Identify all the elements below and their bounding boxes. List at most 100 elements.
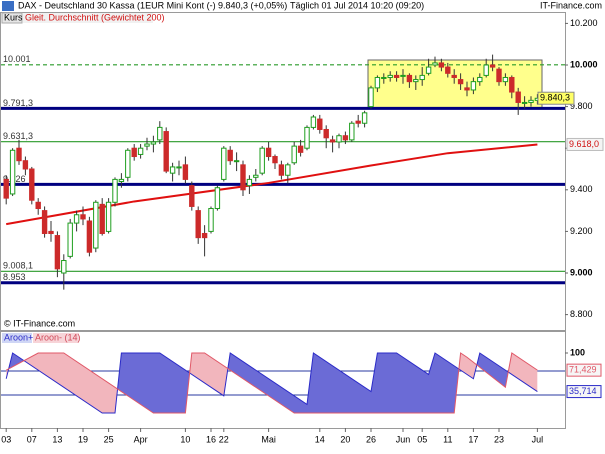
candle-body: [131, 147, 137, 158]
candle-body: [195, 210, 201, 239]
legend-badge: [23, 13, 153, 23]
candle-body: [496, 68, 502, 83]
candle-body: [317, 118, 323, 130]
candle-body: [457, 79, 464, 85]
candle-body: [509, 76, 515, 93]
x-tick-label: Jul: [532, 434, 544, 444]
candle-body: [528, 99, 534, 103]
candle-body: [368, 87, 374, 108]
candle-body: [265, 147, 272, 158]
candle-body: [477, 76, 483, 83]
x-tick-label: 05: [417, 434, 427, 444]
candle-body: [227, 149, 233, 162]
aroon-value-label: 35,714: [569, 386, 597, 396]
moving-average-line: [6, 143, 538, 226]
candle-body: [169, 166, 176, 174]
x-tick-label: 03: [1, 434, 11, 444]
header-source: IT-Finance.com: [540, 0, 602, 10]
candle-body: [304, 126, 310, 149]
candle-body: [413, 79, 419, 83]
candle-body: [201, 232, 208, 239]
y-tick-label: 8.800: [570, 309, 593, 319]
candle-body: [253, 174, 259, 178]
candle-body: [400, 74, 406, 77]
y-tick-label: 9.400: [570, 184, 593, 194]
candle-body: [29, 168, 35, 201]
candle-body: [125, 149, 131, 178]
level-label: 10.001: [3, 54, 31, 64]
candle-body: [150, 141, 157, 145]
candle-body: [144, 143, 150, 147]
candle-body: [419, 74, 425, 81]
candle-body: [470, 81, 477, 91]
candle-body: [355, 120, 361, 124]
header-interval: Täglich 01 Jul 2014 10:20 (09:20): [290, 0, 424, 10]
aroon-panel: [0, 331, 566, 429]
y-tick-label: 9.200: [570, 226, 593, 236]
last-price-box: [537, 91, 575, 105]
candle-body: [16, 147, 22, 162]
candle-body: [86, 220, 93, 253]
y-tick-label: 100: [570, 347, 585, 357]
candle-body: [464, 87, 470, 91]
candle-body: [93, 201, 99, 249]
y-tick-label: 10.000: [570, 59, 598, 69]
x-tick-label: 23: [494, 434, 504, 444]
candle-body: [483, 64, 489, 76]
candle-body: [137, 147, 144, 155]
aroon-up-fill: [6, 353, 538, 413]
candle-body: [291, 145, 297, 164]
legend-aroon-up: Aroon+: [4, 332, 33, 342]
level-label: 8.953: [3, 272, 26, 282]
candle-body: [221, 147, 227, 180]
aroon-value-label: 71,429: [569, 365, 597, 375]
candle-body: [515, 91, 521, 103]
x-tick-label: 16: [206, 434, 216, 444]
legend-badge: [33, 333, 79, 343]
legend-aroon-down: Aroon- (14): [35, 332, 81, 342]
candle-body: [259, 147, 265, 174]
candle-body: [297, 145, 304, 153]
candle-body: [342, 135, 349, 141]
candle-body: [240, 164, 246, 191]
level-label: 9.791,3: [3, 98, 33, 108]
y-tick-label: 9.000: [570, 267, 593, 277]
candle-body: [189, 185, 195, 207]
aroon-line: [5, 352, 538, 414]
candle-body: [112, 178, 118, 203]
candle-body: [393, 74, 400, 78]
aroon-line: [5, 352, 538, 414]
candle-body: [349, 122, 355, 141]
candle-body: [336, 135, 342, 143]
candle-body: [48, 230, 54, 234]
candle-body: [41, 210, 48, 234]
candle-body: [329, 139, 336, 143]
candle-body: [406, 74, 413, 83]
y-tick-label: 9.800: [570, 101, 593, 111]
candle-body: [214, 187, 221, 210]
legend-badge: [1, 12, 23, 24]
x-tick-label: Mai: [261, 434, 276, 444]
ma-price-box: [566, 137, 604, 151]
level-label: 9.631,3: [3, 131, 33, 141]
candle-body: [163, 131, 169, 172]
candle-body: [208, 208, 214, 232]
candle-body: [432, 62, 438, 66]
x-tick-label: 13: [52, 434, 62, 444]
candle-body: [157, 126, 163, 141]
candle-body: [272, 156, 278, 164]
candle-body: [310, 116, 317, 128]
x-tick-label: 25: [104, 434, 114, 444]
legend-badge: [2, 333, 32, 343]
x-tick-label: 26: [366, 434, 376, 444]
candle-body: [233, 160, 240, 163]
x-tick-label: Apr: [134, 434, 148, 444]
y-tick-label: 10.200: [570, 18, 598, 28]
legend-ma: Gleit. Durchschnitt (Gewichtet 200): [25, 12, 165, 22]
x-tick-label: 19: [78, 434, 88, 444]
aroon-value-box: [566, 363, 602, 377]
watermark: © IT-Finance.com: [4, 318, 75, 328]
app-icon: [2, 1, 14, 11]
x-tick-label: Jun: [396, 434, 411, 444]
candle-body: [176, 166, 182, 169]
